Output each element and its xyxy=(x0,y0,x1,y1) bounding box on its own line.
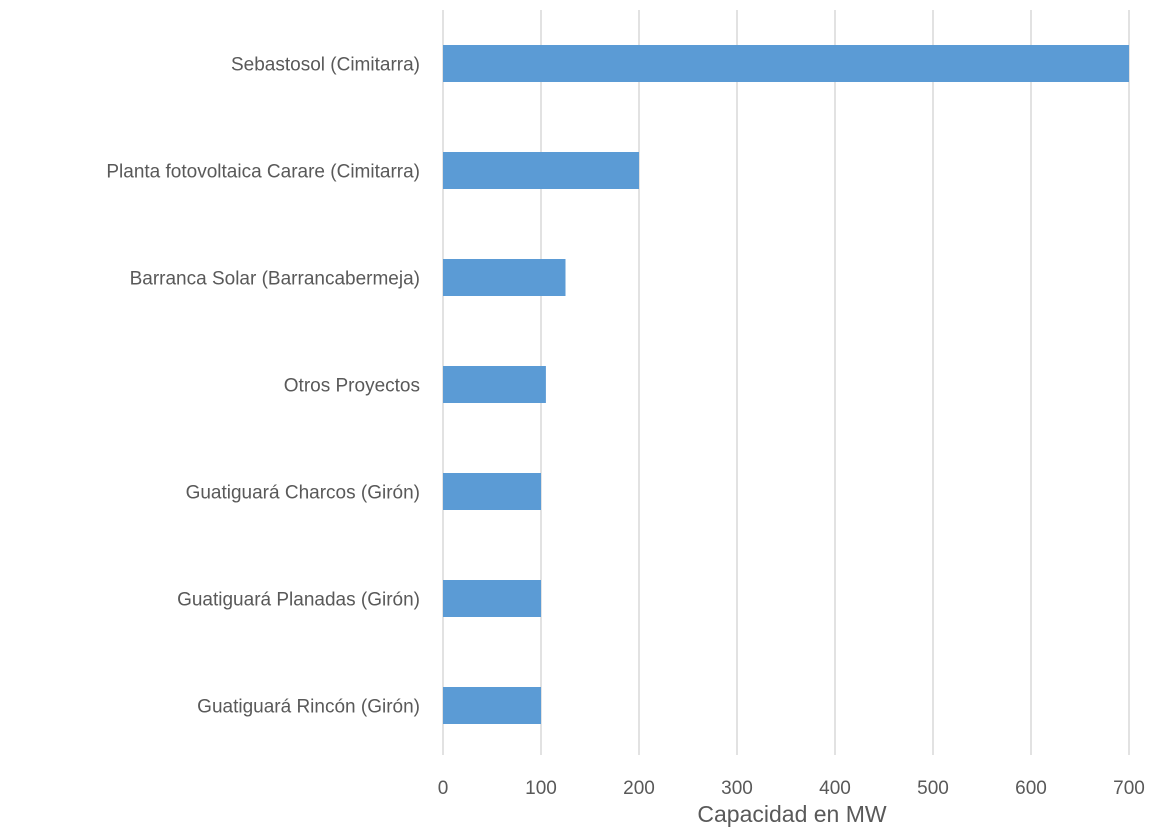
category-label: Otros Proyectos xyxy=(284,376,420,397)
x-tick-label: 600 xyxy=(1015,778,1047,799)
bar-7 xyxy=(443,687,541,724)
x-tick-label: 0 xyxy=(438,778,449,799)
x-tick-label: 100 xyxy=(525,778,557,799)
bars xyxy=(443,45,1129,724)
x-tick-label: 200 xyxy=(623,778,655,799)
bar-4 xyxy=(443,366,546,403)
category-label: Guatiguará Rincón (Girón) xyxy=(197,697,420,718)
x-tick-labels: 0 100 200 300 400 500 600 700 xyxy=(438,778,1145,799)
category-label: Planta fotovoltaica Carare (Cimitarra) xyxy=(106,162,420,183)
x-tick-label: 700 xyxy=(1113,778,1145,799)
bar-6 xyxy=(443,580,541,617)
gridlines xyxy=(442,10,1130,755)
x-tick-label: 300 xyxy=(721,778,753,799)
category-label: Guatiguará Charcos (Girón) xyxy=(186,483,420,504)
x-axis-title: Capacidad en MW xyxy=(697,801,886,827)
bar-3 xyxy=(443,259,566,296)
bar-1 xyxy=(443,45,1129,82)
category-label: Barranca Solar (Barrancabermeja) xyxy=(130,269,420,290)
category-labels: Sebastosol (Cimitarra) Planta fotovoltaic… xyxy=(106,55,420,718)
x-tick-label: 400 xyxy=(819,778,851,799)
x-tick-label: 500 xyxy=(917,778,949,799)
category-label: Sebastosol (Cimitarra) xyxy=(231,55,420,76)
category-label: Guatiguará Planadas (Girón) xyxy=(177,590,420,611)
bar-2 xyxy=(443,152,639,189)
bar-5 xyxy=(443,473,541,510)
